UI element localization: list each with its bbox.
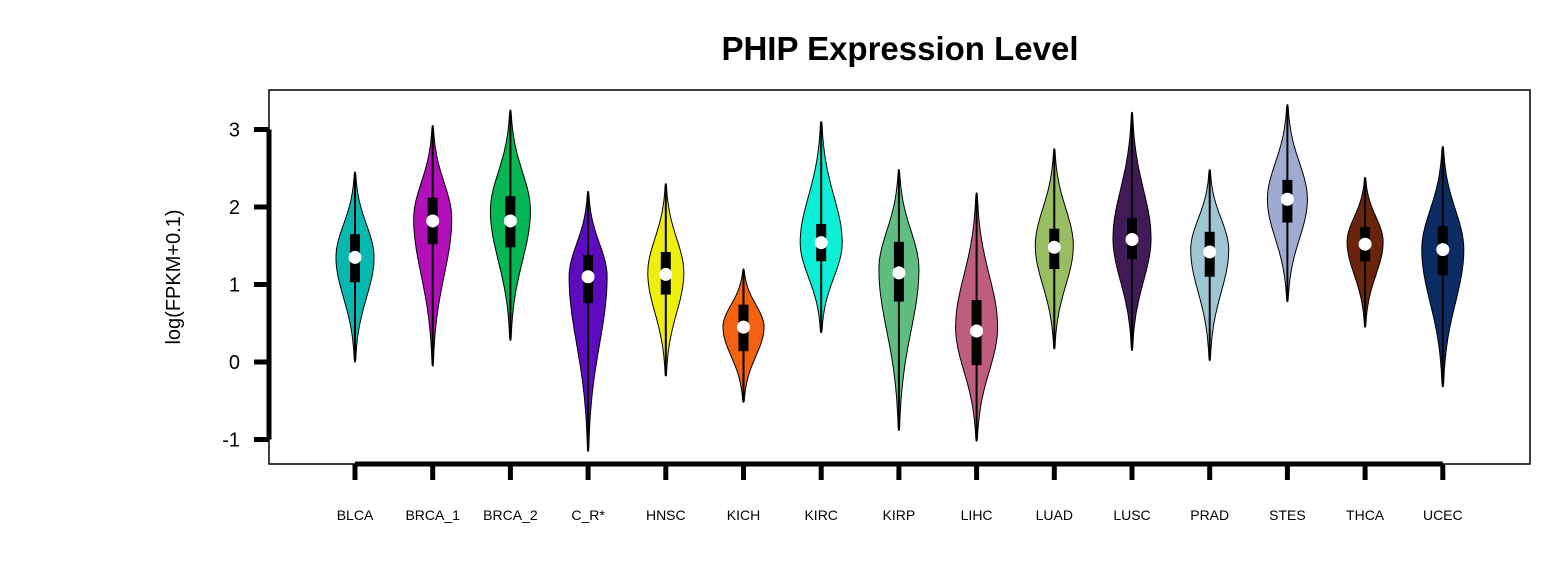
violin-median-point xyxy=(426,214,440,228)
violin-median-point xyxy=(737,320,750,334)
violin-median-point xyxy=(1280,192,1294,206)
violin-median-point xyxy=(1047,240,1061,254)
violin-median-point xyxy=(1358,237,1372,251)
y-tick-label: -1 xyxy=(222,430,240,452)
x-tick-label: KIRC xyxy=(804,507,837,523)
violin-group-kirc xyxy=(799,121,843,334)
violin-group-hnsc xyxy=(647,183,685,377)
x-tick-label: C_R* xyxy=(571,507,605,523)
y-tick-label: 0 xyxy=(229,352,240,374)
violin-median-point xyxy=(1436,243,1450,257)
y-tick-label: 3 xyxy=(229,120,240,142)
violin-group-prad xyxy=(1190,169,1230,361)
x-tick-label: STES xyxy=(1269,507,1306,523)
chart-title: PHIP Expression Level xyxy=(721,30,1078,67)
violin-group-lihc xyxy=(955,192,999,442)
x-tick-label: UCEC xyxy=(1423,507,1463,523)
violin-median-point xyxy=(1203,245,1217,259)
violin-group-stes xyxy=(1266,104,1308,303)
x-tick-label: BLCA xyxy=(337,507,374,523)
violin-median-point xyxy=(659,267,673,281)
violin-group-brca-1 xyxy=(413,125,453,367)
violin-median-point xyxy=(970,324,984,338)
y-tick-label: 1 xyxy=(229,275,240,297)
violin-group-luad xyxy=(1034,148,1074,350)
violin-group-brca-2 xyxy=(489,109,531,341)
x-tick-label: LUSC xyxy=(1113,507,1150,523)
violin-median-point xyxy=(581,270,595,284)
violins-layer xyxy=(335,104,1465,452)
x-tick-label: PRAD xyxy=(1190,507,1229,523)
violin-group-lusc xyxy=(1112,111,1152,351)
violin-group-blca xyxy=(335,171,375,363)
x-tick-label: THCA xyxy=(1346,507,1385,523)
violin-group-thca xyxy=(1346,177,1384,328)
x-axis: BLCA BRCA_1 BRCA_2 C_R* HNSC KICH KIRC KIRP LIHC… xyxy=(337,461,1463,523)
violin-median-point xyxy=(1125,233,1139,247)
violin-group-ucec xyxy=(1421,146,1465,388)
x-tick-label: HNSC xyxy=(646,507,686,523)
x-tick-label: KICH xyxy=(727,507,760,523)
x-tick-label: KIRP xyxy=(883,507,916,523)
violin-group-c-r- xyxy=(568,191,608,452)
violin-median-point xyxy=(503,214,517,228)
x-tick-label: LIHC xyxy=(961,507,993,523)
violin-median-point xyxy=(814,236,828,250)
x-tick-label: BRCA_2 xyxy=(483,507,538,523)
violin-group-kirp xyxy=(878,169,920,431)
violin-group-kich xyxy=(722,268,765,403)
x-tick-label: LUAD xyxy=(1036,507,1073,523)
violin-median-point xyxy=(348,250,362,264)
violin-median-point xyxy=(892,266,906,280)
y-axis-label: log(FPKM+0.1) xyxy=(163,209,185,344)
y-tick-label: 2 xyxy=(229,197,240,219)
x-tick-label: BRCA_1 xyxy=(405,507,460,523)
y-axis: -1 0 1 2 3 xyxy=(222,120,272,452)
